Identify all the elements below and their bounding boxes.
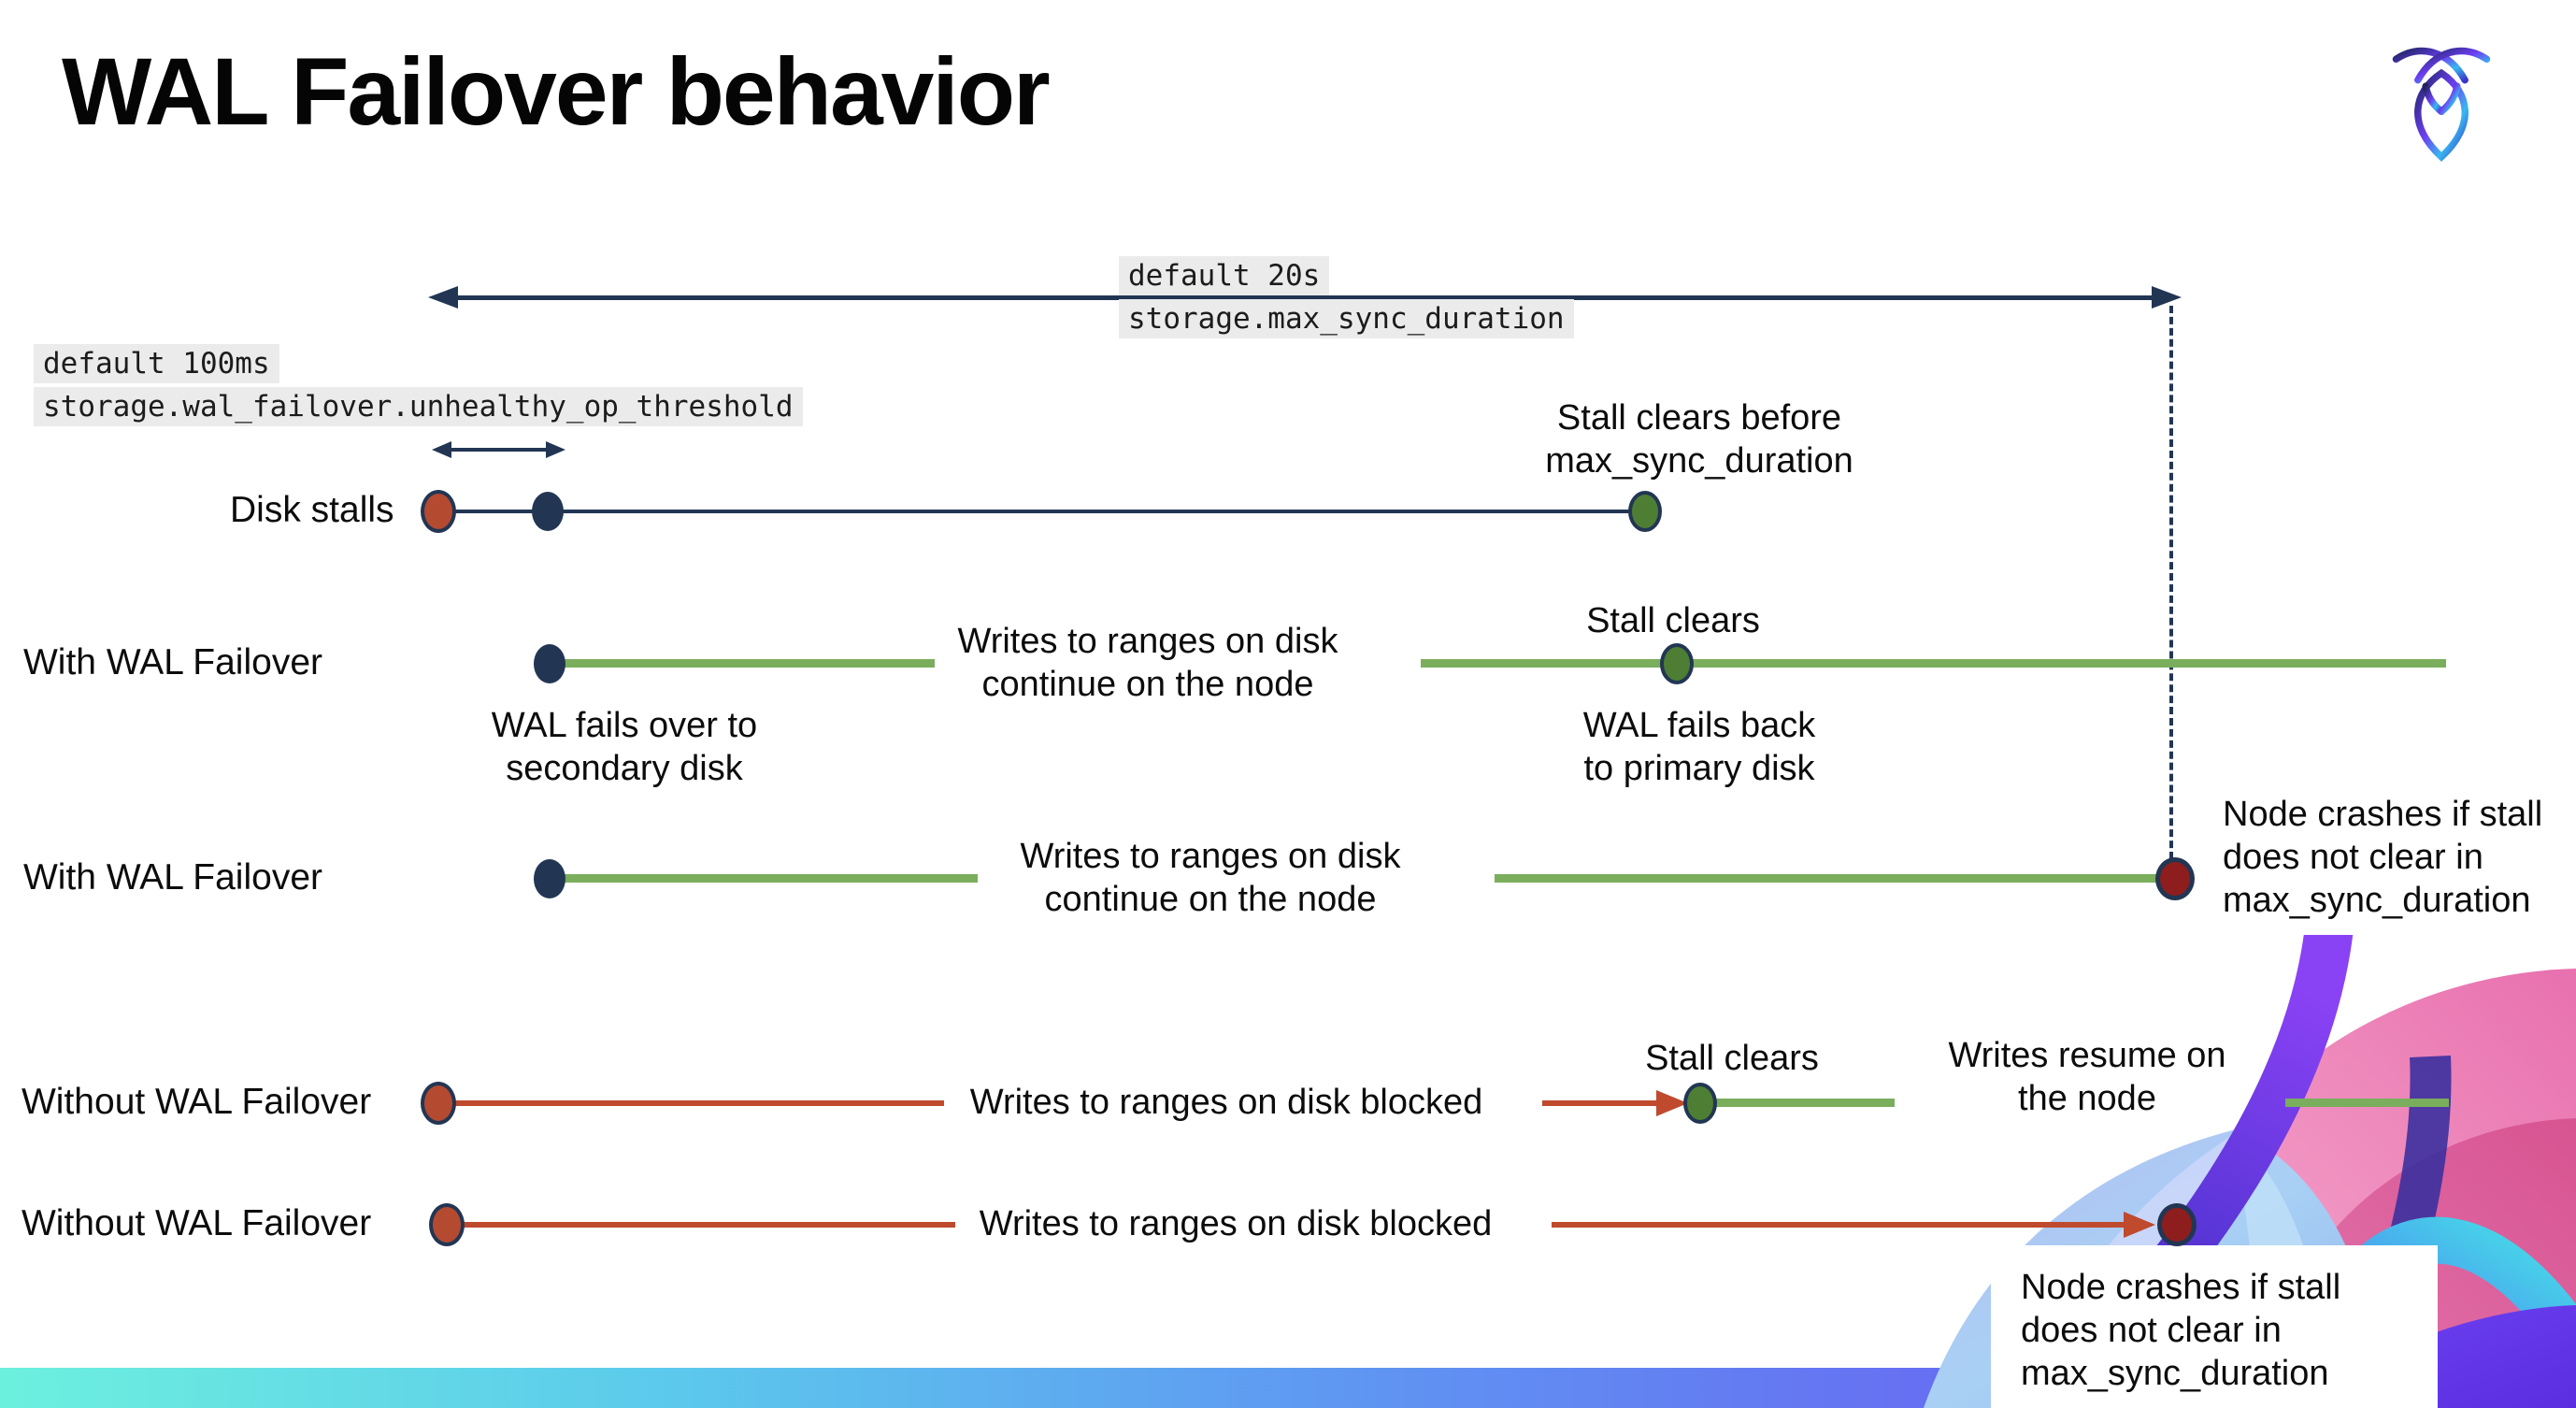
node-crashes-annotation: Node crashes if stall does not clear in … <box>2223 795 2543 920</box>
blocked-writes-line <box>462 1222 955 1228</box>
red-arrowhead-icon <box>2124 1212 2155 1238</box>
writes-continue-annotation: Writes to ranges on disk continue on the… <box>1020 837 1401 919</box>
cockroachdb-logo-icon <box>2392 47 2491 162</box>
stall-start-dot <box>429 1203 465 1246</box>
writes-resume-annotation: Writes resume on the node <box>1948 1036 2226 1118</box>
failover-dot <box>534 644 565 683</box>
stall-clears-before-annotation: Stall clears before max_sync_duration <box>1545 398 1853 481</box>
small-arrowhead-left-icon <box>432 441 451 458</box>
healthy-writes-line <box>1421 659 2446 668</box>
healthy-writes-line <box>561 659 935 668</box>
unhealthy-op-default-label: default 100ms <box>34 344 279 383</box>
max-sync-duration-span-line <box>454 295 2157 300</box>
max-sync-setting-label: storage.max_sync_duration <box>1119 299 1574 338</box>
unhealthy-op-setting-label: storage.wal_failover.unhealthy_op_thresh… <box>34 387 803 426</box>
failover-dot <box>534 859 565 898</box>
node-crashes-annotation: Node crashes if stall does not clear in … <box>2021 1268 2341 1393</box>
disk-stall-timeline <box>438 510 1645 513</box>
threshold-span-line <box>447 448 550 452</box>
node-crash-dot <box>2157 1203 2197 1246</box>
row-label-disk-stalls: Disk stalls <box>230 490 394 530</box>
node-crash-dot <box>2155 857 2195 900</box>
writes-blocked-annotation: Writes to ranges on disk blocked <box>979 1204 1493 1244</box>
stall-clears-dot <box>1683 1083 1717 1124</box>
red-arrowhead-icon <box>1656 1090 1688 1116</box>
row-label-without-wal-failover-2: Without WAL Failover <box>21 1203 372 1243</box>
blocked-writes-line <box>1552 1222 2131 1228</box>
small-arrowhead-right-icon <box>546 441 565 458</box>
stall-clears-annotation: Stall clears <box>1586 601 1760 641</box>
stall-clears-dot <box>1628 491 1662 532</box>
row-label-with-wal-failover-1: With WAL Failover <box>23 642 322 682</box>
writes-continue-annotation: Writes to ranges on disk continue on the… <box>957 622 1338 704</box>
resumed-writes-line <box>2285 1099 2449 1107</box>
healthy-writes-line <box>561 874 978 883</box>
max-sync-default-label: default 20s <box>1119 256 1330 295</box>
row-label-with-wal-failover-2: With WAL Failover <box>23 857 322 898</box>
blocked-writes-line <box>453 1100 944 1106</box>
resumed-writes-line <box>1713 1099 1895 1107</box>
stall-clears-dot <box>1660 643 1694 684</box>
stall-start-dot <box>421 490 456 533</box>
page-title: WAL Failover behavior <box>62 38 1051 145</box>
wal-fails-back-annotation: WAL fails back to primary disk <box>1582 706 1816 788</box>
healthy-writes-line <box>1495 874 2175 883</box>
arrowhead-left-icon <box>428 286 458 309</box>
blocked-writes-line <box>1542 1100 1662 1106</box>
stall-clears-annotation: Stall clears <box>1645 1039 1819 1079</box>
failover-threshold-dot <box>532 492 564 531</box>
stall-start-dot <box>421 1082 456 1125</box>
max-sync-deadline-dashed-line <box>2169 306 2173 859</box>
row-label-without-wal-failover-1: Without WAL Failover <box>21 1082 372 1122</box>
wal-fails-over-annotation: WAL fails over to secondary disk <box>491 706 758 788</box>
writes-blocked-annotation: Writes to ranges on disk blocked <box>969 1083 1483 1123</box>
arrowhead-right-icon <box>2152 286 2182 309</box>
node-crashes-callout-box <box>1991 1245 2438 1408</box>
